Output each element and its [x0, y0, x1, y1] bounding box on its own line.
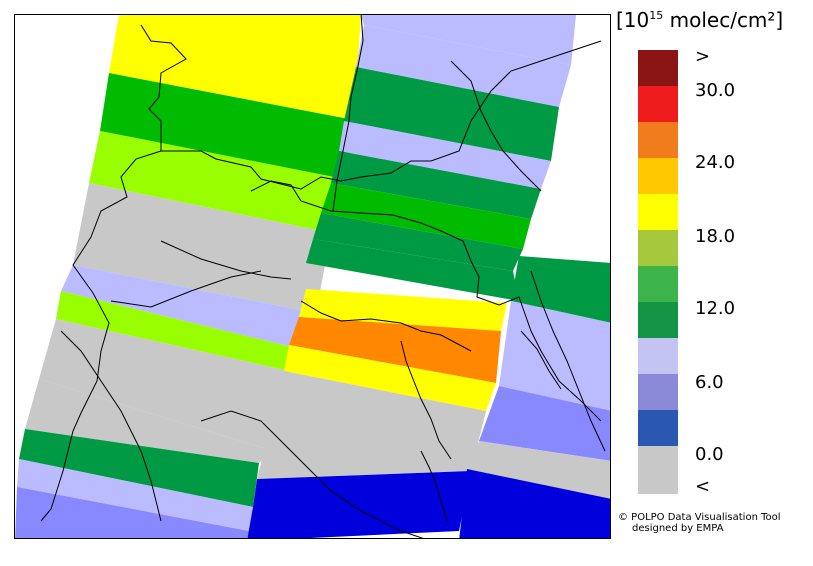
legend-swatch-gt30	[638, 50, 678, 86]
no2-map	[15, 15, 610, 538]
swath-west-band-4	[73, 183, 331, 313]
swath-mid-band-12	[257, 371, 486, 479]
legend-label-6: 6.0	[695, 372, 724, 393]
legend-unit-label: [1015 molec/cm²]	[616, 8, 784, 32]
swath-west-band-3	[89, 131, 344, 233]
swath-west-band-7	[39, 319, 289, 451]
legend-swatch-15	[638, 266, 678, 302]
swath-mid-band-8	[306, 239, 519, 301]
legend-label-18: 18.0	[695, 226, 736, 247]
legend-label-24: 24.0	[695, 152, 736, 173]
legend-swatch-30	[638, 86, 678, 122]
swath-mid-band-5	[331, 151, 541, 219]
legend-swatch-lt	[638, 446, 678, 494]
swath-west-band-9	[19, 429, 259, 507]
map-frame	[14, 14, 611, 539]
legend-label-0: 0.0	[695, 444, 724, 465]
swath-mid-band-11	[284, 345, 496, 411]
swath-west-band-6	[56, 291, 300, 371]
legend-swatch-21	[638, 194, 678, 230]
country-borders	[40, 15, 606, 538]
swath-mid-band-3	[344, 67, 559, 161]
swath-mid-band-13	[247, 471, 471, 538]
legend-swatch-6	[638, 374, 678, 410]
legend-swatch-27	[638, 122, 678, 158]
swath-west-band-2	[100, 73, 354, 179]
legend-label-12: 12.0	[695, 298, 736, 319]
swath-mid-band-1	[361, 15, 576, 65]
swath-east-band-1	[511, 256, 610, 323]
swath-west-band-5	[61, 265, 316, 349]
credit-line-2: designed by EMPA	[632, 523, 724, 534]
swath-west-band-11	[15, 487, 249, 538]
legend-swatch-12	[638, 302, 678, 338]
credit-line-1: © POLPO Data Visualisation Tool	[618, 512, 781, 523]
legend-label-gt: >	[695, 46, 711, 67]
swath-east-band-3	[479, 386, 610, 461]
swath-mid-band-2	[356, 25, 571, 107]
legend-swatch-24	[638, 158, 678, 194]
legend-swatch-18	[638, 230, 678, 266]
swath-west-band-10	[17, 459, 253, 531]
swath-mid-band-7	[313, 213, 523, 271]
legend-swatch-9	[638, 338, 678, 374]
swath-mid-band-6	[321, 183, 531, 249]
swath-east-band-5	[459, 469, 610, 538]
swath-mid-band-10	[289, 317, 501, 383]
swath-mid-band-4	[339, 121, 551, 189]
legend-swatch-3	[638, 410, 678, 446]
swath-west-band-1	[109, 15, 361, 120]
legend-label-30: 30.0	[695, 80, 736, 101]
swath-east-band-2	[499, 301, 610, 411]
swath-east-band-4	[467, 441, 610, 499]
legend-label-lt: <	[695, 476, 711, 497]
